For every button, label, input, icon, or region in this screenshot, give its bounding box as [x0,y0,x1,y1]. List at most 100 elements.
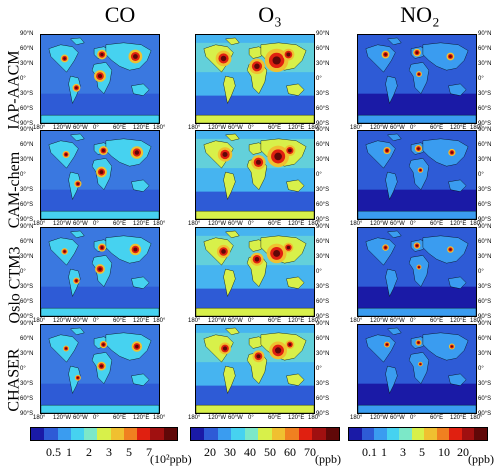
longitude-label: 120°W [370,415,389,421]
longitude-label: 180° [153,221,166,227]
continent-shape [41,307,159,316]
colorbar-swatch [298,428,313,440]
concentration-hotspot [273,249,281,257]
colorbar-swatch [123,428,138,440]
longitude-label: 180° [308,125,321,131]
latitude-label: 90°S [20,121,34,127]
concentration-hotspot [288,342,292,347]
latitude-label: 90°S [316,411,330,417]
world-map [196,325,314,413]
longitude-label: 0° [248,318,254,324]
continent-shape [131,373,150,386]
concentration-hotspot [133,247,138,252]
concentration-hotspot [385,149,389,152]
longitude-label: 60°W [73,125,88,131]
longitude-label: 0° [248,221,254,227]
concentration-hotspot [384,246,387,249]
continent-shape [385,171,398,201]
continent-shape [70,37,85,45]
latitude-label: 60°N [316,239,330,245]
latitude-label: 90°N [316,224,330,230]
continent-shape [385,365,398,395]
colorbar-swatch [110,428,124,440]
latitude-label: 60°S [316,202,330,208]
map-panel-no2-2 [357,227,477,317]
map-panel-o3-2 [195,227,315,317]
latitude-label: 90°S [316,314,330,320]
latitude-label: 30°S [20,284,34,290]
longitude-label: 0° [93,125,99,131]
concentration-hotspot [417,341,420,344]
longitude-label: 60°W [390,125,405,131]
longitude-label: 60°W [228,221,243,227]
colorbar-swatch [461,428,475,440]
longitude-label: 120°W [370,125,389,131]
latitude-label: 90°N [478,321,492,327]
world-map [41,228,159,316]
latitude-label: 30°S [20,187,34,193]
latitude-label: 0° [478,76,484,82]
latitude-label: 90°N [20,224,34,230]
latitude-label: 90°S [478,411,492,417]
concentration-hotspot [76,376,79,379]
concentration-hotspot [100,52,104,57]
continent-shape [358,307,476,316]
latitude-label: 90°S [20,411,34,417]
continent-shape [68,171,81,201]
concentration-hotspot [449,248,452,251]
longitude-label: 60°E [430,415,444,421]
longitude-label: 0° [248,125,254,131]
latitude-label: 60°N [478,142,492,148]
continent-shape [203,334,234,363]
world-map [41,325,159,413]
latitude-label: 0° [478,269,484,275]
world-map [358,131,476,219]
longitude-label: 60°W [228,125,243,131]
longitude-label: 180° [350,125,363,131]
longitude-label: 120°E [133,221,150,227]
continent-shape [223,171,236,201]
concentration-hotspot [450,151,454,154]
longitude-label: 0° [93,415,99,421]
continent-shape [385,75,398,105]
colorbar-swatch [204,428,218,440]
colorbar-swatch [312,428,326,440]
latitude-label: 60°S [20,202,34,208]
longitude-label: 0° [248,415,254,421]
continent-shape [68,365,81,395]
concentration-hotspot [286,52,291,57]
latitude-label: 60°S [316,396,330,402]
longitude-label: 180° [33,221,46,227]
concentration-hotspot [63,57,66,60]
latitude-label: 90°N [20,127,34,133]
latitude-label: 0° [316,76,322,82]
colorbar-swatch [349,428,362,440]
longitude-label: 120°W [370,318,389,324]
longitude-label: 120°E [288,415,305,421]
colorbar-tick-label: 0.1 [362,445,377,459]
latitude-label: 60°N [478,46,492,52]
colorbar-swatch [31,428,45,440]
continent-shape [448,179,467,192]
colorbar-swatch [57,428,71,440]
continent-shape [196,210,314,219]
unit-co: (10²ppb) [150,452,192,466]
continent-shape [105,235,152,264]
colorbar-swatch [399,428,412,440]
colorbar-swatch [150,428,164,440]
colorbar-tick-label: 0.5 [46,445,61,459]
latitude-label: 90°N [20,31,34,37]
colorbar-swatch [217,428,232,440]
latitude-label: 90°S [478,121,492,127]
continent-shape [422,332,469,361]
concentration-hotspot [419,363,422,365]
continent-shape [385,268,398,298]
longitude-label: 180° [350,221,363,227]
world-map [358,228,476,316]
latitude-label: 90°N [316,31,330,37]
latitude-label: 90°S [20,217,34,223]
latitude-label: 30°N [20,61,34,67]
world-map [196,131,314,219]
longitude-label: 180° [188,221,201,227]
continent-shape [408,352,430,384]
